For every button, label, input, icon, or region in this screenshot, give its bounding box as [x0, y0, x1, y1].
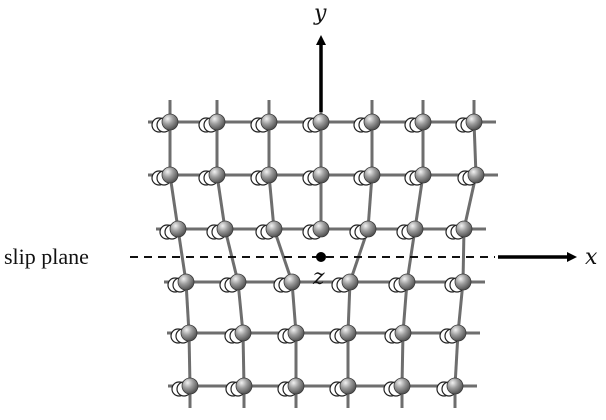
vertical-bond — [400, 332, 405, 387]
vertical-bond — [187, 332, 192, 387]
lattice-atom — [414, 166, 432, 184]
lattice-atom — [393, 377, 411, 395]
lattice-atom — [161, 166, 179, 184]
lattice-atom — [287, 377, 305, 395]
vertical-bond — [290, 281, 298, 334]
vertical-bond — [453, 332, 460, 387]
lattice-atom — [363, 113, 381, 131]
lattice-atom — [414, 113, 432, 131]
lattice-atom — [260, 113, 278, 131]
lattice-atom — [341, 273, 359, 291]
vertical-bond — [236, 281, 245, 334]
lattice-atom — [283, 273, 301, 291]
lattice-atom — [406, 220, 424, 238]
lattice-atom — [208, 113, 226, 131]
lattice-atom — [181, 377, 199, 395]
vertical-bond — [168, 174, 180, 230]
lattice-atom — [446, 377, 464, 395]
lattice-atom — [312, 220, 330, 238]
lattice-atom — [180, 324, 198, 342]
z-axis-label: z — [312, 265, 325, 290]
lattice-atom — [394, 324, 412, 342]
lattice-atoms — [161, 113, 485, 395]
lattice-atom — [454, 273, 472, 291]
lattice-atom — [359, 220, 377, 238]
vertical-bond — [366, 174, 374, 230]
lattice-atom — [229, 273, 247, 291]
lattice-atom — [260, 166, 278, 184]
lattice-atom — [339, 324, 357, 342]
vertical-bond — [346, 281, 352, 334]
slip-plane-label: slip plane — [4, 244, 89, 269]
lattice-atom — [177, 273, 195, 291]
lattice-atom — [265, 220, 283, 238]
x-axis-label: x — [585, 245, 598, 270]
vertical-bond — [241, 332, 246, 387]
vertical-bond — [272, 228, 294, 283]
vertical-bond — [461, 228, 466, 283]
lattice-atom — [312, 166, 330, 184]
vertical-bond — [413, 174, 425, 230]
vertical-bond — [472, 121, 478, 176]
y-axis-label: y — [313, 1, 327, 26]
lattice-atom — [235, 377, 253, 395]
lattice-atom — [455, 220, 473, 238]
lattice-atom — [234, 324, 252, 342]
lattice-atom — [363, 166, 381, 184]
vertical-bond — [401, 281, 409, 334]
vertical-bond — [184, 281, 191, 334]
vertical-bond — [215, 174, 227, 230]
lattice-atom — [449, 324, 467, 342]
lattice-atom — [465, 113, 483, 131]
vertical-bond — [176, 228, 188, 283]
lattice-atom — [169, 220, 187, 238]
origin-dot — [316, 252, 326, 262]
vertical-bond — [223, 228, 240, 283]
lattice-atom — [467, 166, 485, 184]
lattice-atom — [312, 113, 330, 131]
lattice-atom — [161, 113, 179, 131]
lattice-atom — [398, 273, 416, 291]
lattice-atom — [208, 166, 226, 184]
lattice-atom — [216, 220, 234, 238]
lattice-atom — [339, 377, 357, 395]
lattice-atom — [287, 324, 305, 342]
vertical-bond — [267, 174, 276, 230]
